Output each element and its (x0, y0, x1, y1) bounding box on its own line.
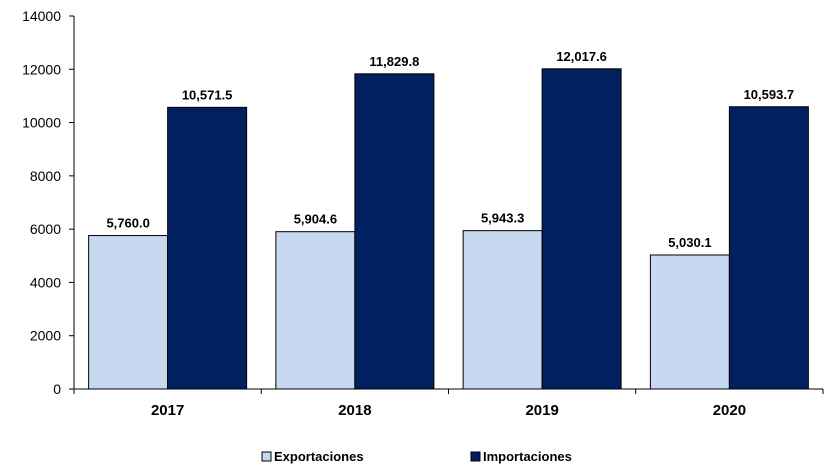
legend: Exportaciones Importaciones (261, 449, 572, 464)
x-tick-label: 2019 (525, 402, 558, 419)
legend-label: Importaciones (483, 449, 572, 464)
y-tick-label: 6000 (30, 221, 61, 237)
legend-swatch (470, 451, 481, 462)
legend-swatch (261, 451, 272, 462)
x-axis: 2017 2018 2019 2020 (73, 388, 824, 419)
bar-exportaciones-2018 (275, 231, 356, 390)
x-tick-label: 2017 (151, 402, 184, 419)
y-tick-label: 8000 (30, 168, 61, 184)
bar-exportaciones-2019 (462, 230, 543, 390)
data-label: 12,017.6 (556, 49, 607, 64)
data-label: 5,943.3 (481, 211, 524, 226)
y-tick-label: 10000 (22, 115, 61, 131)
x-tick-label: 2020 (713, 402, 746, 419)
bar-importaciones-2020 (728, 106, 809, 390)
legend-label: Exportaciones (274, 449, 364, 464)
bar-importaciones-2018 (354, 73, 435, 390)
y-tick-label: 2000 (30, 328, 61, 344)
data-label: 5,760.0 (106, 216, 149, 231)
data-label: 10,593.7 (744, 87, 795, 102)
y-tick-label: 0 (53, 381, 61, 397)
data-label: 11,829.8 (369, 54, 419, 69)
data-label: 5,030.1 (668, 235, 711, 250)
data-label: 10,571.5 (182, 87, 233, 102)
bar-importaciones-2019 (541, 68, 622, 390)
bar-exportaciones-2017 (88, 235, 169, 390)
y-axis: 0 2000 4000 6000 8000 10000 12000 14000 (22, 8, 75, 397)
bar-exportaciones-2020 (649, 254, 730, 390)
data-label: 5,904.6 (294, 212, 337, 227)
x-tick-label: 2018 (338, 402, 371, 419)
y-tick-label: 4000 (30, 274, 61, 290)
bar-importaciones-2017 (167, 106, 248, 390)
bars: 5,760.0 10,571.5 5,904.6 11,829.8 5,943.3 12,… (88, 49, 809, 390)
y-tick-label: 12000 (22, 61, 61, 77)
y-tick-label: 14000 (22, 8, 61, 24)
